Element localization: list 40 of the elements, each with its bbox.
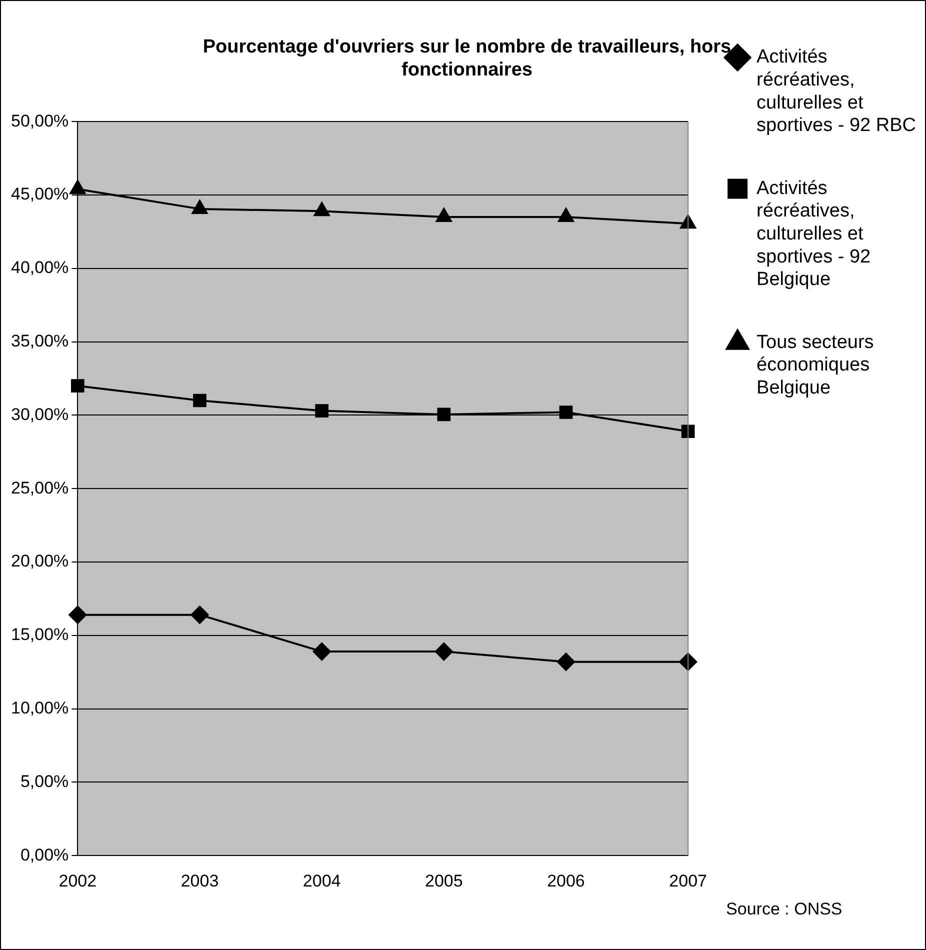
y-tick-label: 50,00% [10,111,69,130]
point [556,652,575,671]
y-tick-label: 10,00% [10,698,69,718]
x-tick-label: 2002 [58,871,97,890]
point [436,208,452,222]
y-tick-label: 20,00% [10,552,69,571]
x-tick-label: 2006 [547,871,585,890]
y-tick-label: 25,00% [10,478,69,498]
y-tick-label: 45,00% [10,184,69,204]
point [558,208,574,222]
legend-label: Activités récréatives, culturelles et sportives - 92 Belgique [756,178,871,290]
point [437,408,451,422]
x-tick-label: 2005 [424,871,463,890]
point [559,406,573,419]
point [312,642,331,661]
y-tick-label: 30,00% [10,404,69,424]
point [190,606,209,624]
y-tick-label: 35,00% [10,331,69,350]
point [434,642,453,661]
chart-title: Pourcentage d'ouvriers sur le nombre de travailleurs, hors fonctionnaires [202,36,732,80]
legend-label: Tous secteurs économiques Belgique [756,332,874,399]
point [680,214,696,229]
point [679,652,698,671]
point [193,394,206,408]
x-tick-label: 2003 [180,871,219,890]
source-note: Source : ONSS [726,900,842,919]
x-tick-label: 2004 [302,871,341,890]
point [70,180,86,194]
point [192,200,208,214]
point [315,404,328,418]
point [681,424,695,438]
y-tick-label: 40,00% [10,258,69,278]
y-tick-label: 5,00% [20,772,69,791]
y-tick-label: 15,00% [10,625,69,644]
y-tick-label: 0,00% [20,845,69,864]
point [314,202,330,216]
point [68,606,87,624]
x-tick-label: 2007 [669,871,707,890]
point [71,379,84,392]
legend-label: Activités récréatives, culturelles et sportives - 92 RBC [756,46,916,136]
